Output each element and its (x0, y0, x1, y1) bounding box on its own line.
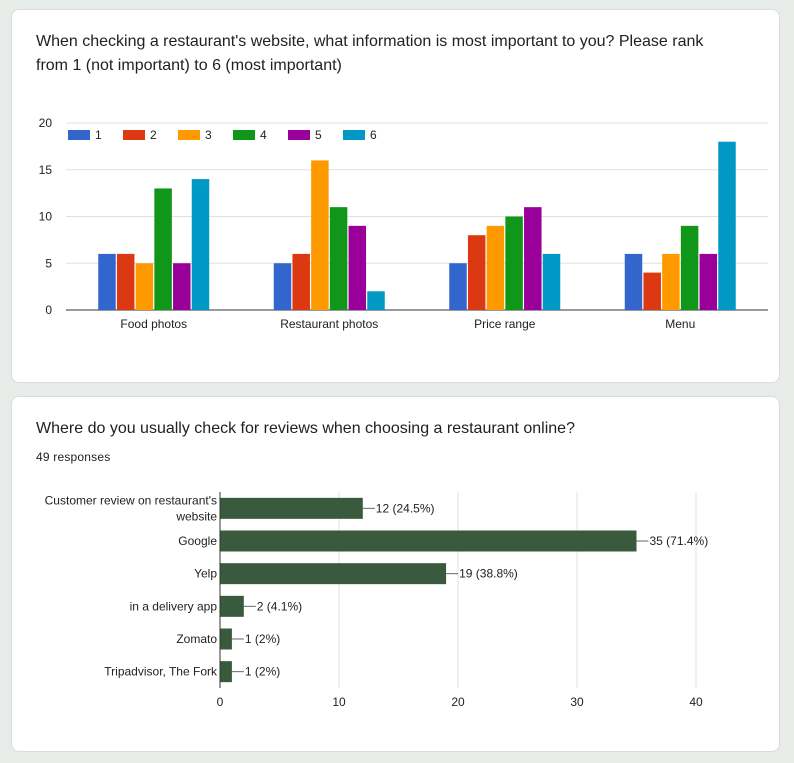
y-tick-label: Tripadvisor, The Fork (104, 665, 218, 679)
x-tick-label: 40 (689, 695, 703, 709)
bar (98, 253, 116, 310)
bar (718, 141, 736, 310)
legend-swatch (123, 130, 145, 140)
bar (220, 661, 232, 683)
bar (191, 179, 210, 310)
legend-label: 4 (260, 128, 267, 142)
bar (624, 253, 643, 310)
bar (311, 160, 329, 310)
bar (662, 253, 680, 310)
bar (699, 253, 718, 310)
y-tick-label: 0 (45, 303, 52, 317)
legend-swatch (68, 130, 90, 140)
legend-swatch (288, 130, 310, 140)
bar (680, 225, 699, 310)
y-tick-label: Google (178, 534, 217, 548)
legend-label: 5 (315, 128, 322, 142)
bar (173, 263, 191, 310)
bar (467, 235, 486, 310)
x-tick-label: Price range (474, 317, 536, 331)
legend-label: 3 (205, 128, 212, 142)
bar (116, 253, 135, 310)
y-tick-label: Zomato (176, 632, 217, 646)
x-tick-label: 10 (332, 695, 346, 709)
data-label: 19 (38.8%) (459, 567, 518, 581)
question-card-website-info: When checking a restaurant's website, wh… (11, 9, 780, 383)
x-tick-label: Food photos (120, 317, 187, 331)
question-card-reviews: Where do you usually check for reviews w… (11, 396, 780, 752)
y-tick-label: in a delivery app (130, 599, 218, 613)
bar (220, 595, 244, 617)
bar (348, 225, 367, 310)
x-tick-label: 20 (451, 695, 465, 709)
legend-swatch (343, 130, 365, 140)
bar (542, 253, 561, 310)
question-title: Where do you usually check for reviews w… (36, 420, 575, 437)
data-label: 12 (24.5%) (376, 501, 435, 515)
bar (220, 563, 447, 585)
legend-swatch (233, 130, 255, 140)
y-tick-label: 20 (39, 116, 53, 130)
bar (273, 263, 292, 310)
y-tick-label: 5 (45, 256, 52, 270)
bar (292, 253, 310, 310)
bar (524, 207, 542, 310)
x-tick-label: Restaurant photos (280, 317, 378, 331)
y-tick-label: 10 (39, 210, 53, 224)
x-tick-label: 30 (570, 695, 584, 709)
question-title: When checking a restaurant's website, wh… (36, 33, 704, 74)
data-label: 35 (71.4%) (650, 534, 709, 548)
horizontal-bar-chart: 0 10 20 30 40 12 (24.5%) Customer review on re… (45, 492, 709, 709)
x-tick-label: 0 (217, 695, 224, 709)
bar (486, 225, 505, 310)
y-tick-label: 15 (39, 163, 53, 177)
legend-label: 2 (150, 128, 157, 142)
bar (154, 188, 172, 310)
bar (220, 530, 637, 552)
legend-swatch (178, 130, 200, 140)
y-tick-label: website (175, 509, 217, 523)
response-count: 49 responses (36, 450, 111, 464)
bar (643, 272, 661, 310)
bar (220, 497, 363, 519)
bar (220, 628, 232, 650)
data-label: 2 (4.1%) (257, 599, 302, 613)
y-tick-label: Yelp (194, 567, 217, 581)
bar (367, 291, 385, 310)
bar (135, 263, 154, 310)
x-tick-label: Menu (665, 317, 695, 331)
data-label: 1 (2%) (245, 632, 280, 646)
legend-label: 6 (370, 128, 377, 142)
bar (449, 263, 467, 310)
bar (505, 216, 523, 310)
legend-label: 1 (95, 128, 102, 142)
bar (329, 207, 348, 310)
data-label: 1 (2%) (245, 665, 280, 679)
y-tick-label: Customer review on restaurant's (45, 493, 217, 507)
